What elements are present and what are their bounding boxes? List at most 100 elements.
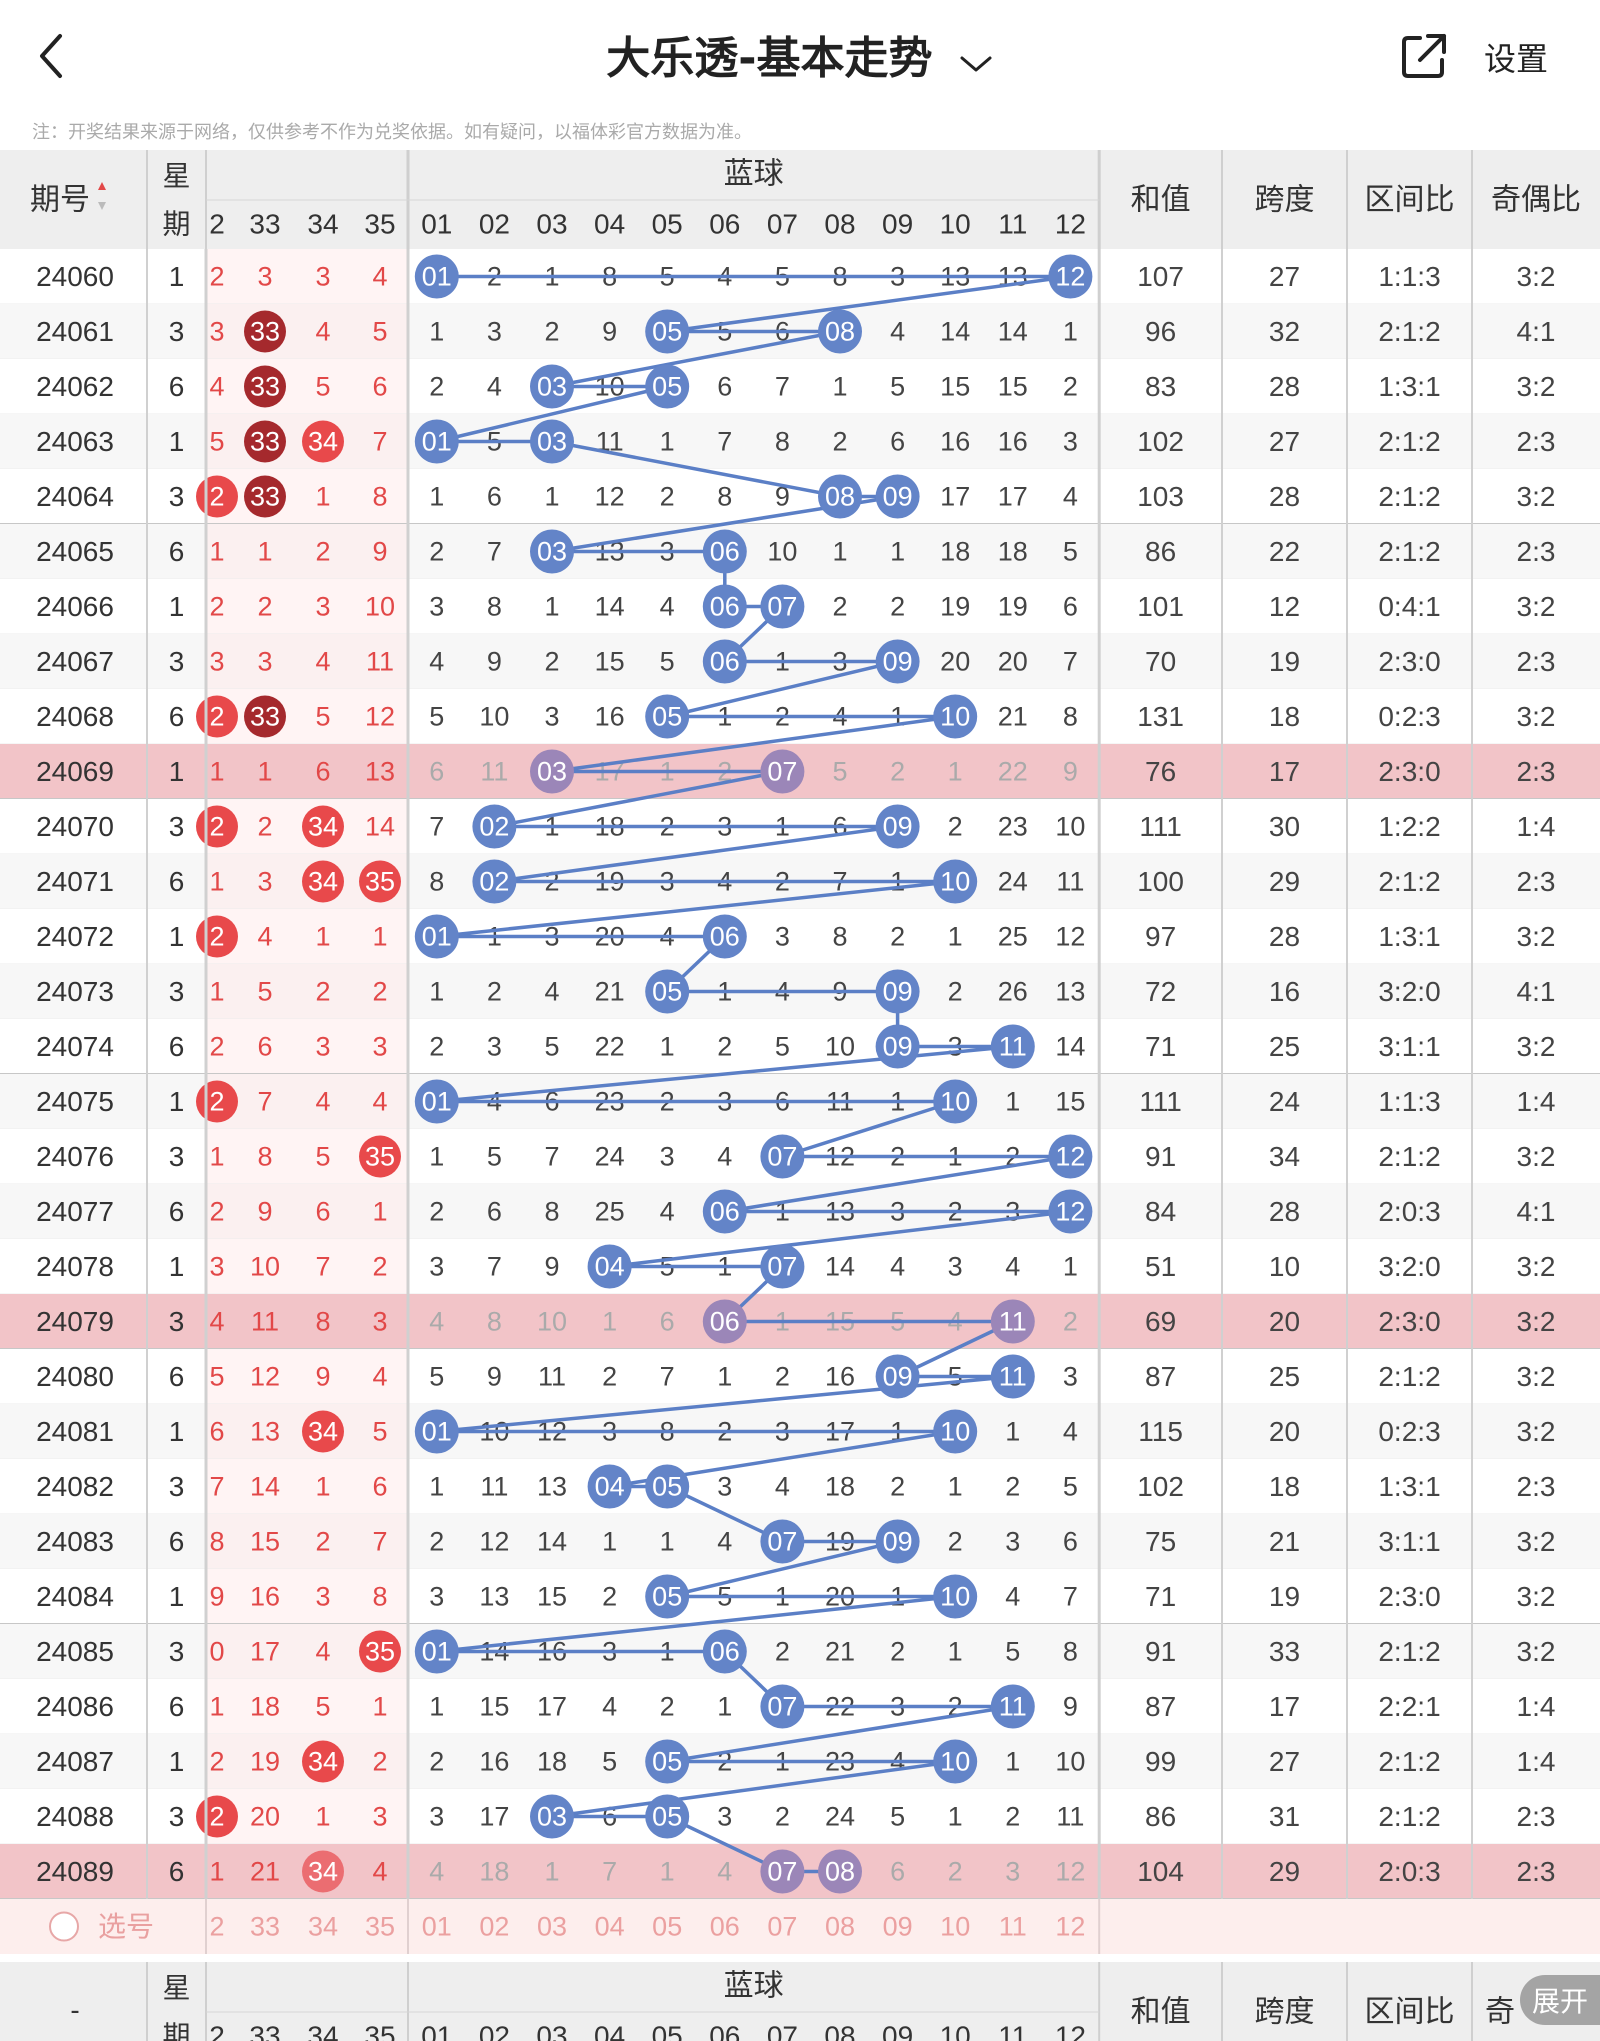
lottery-switch-dropdown[interactable] bbox=[958, 36, 994, 87]
blue-ball-number: 06 bbox=[710, 647, 740, 677]
front-miss-value: 2 bbox=[372, 1252, 387, 1282]
sum-value: 71 bbox=[1145, 1581, 1176, 1612]
odd-even-value: 2:3 bbox=[1517, 646, 1556, 677]
blue-miss-value: 5 bbox=[832, 757, 847, 787]
issue-number: 24065 bbox=[36, 536, 114, 567]
week-day: 1 bbox=[169, 1086, 185, 1117]
sum-value: 104 bbox=[1137, 1856, 1184, 1887]
front-ball bbox=[244, 310, 286, 353]
front-miss-value: 3 bbox=[209, 647, 224, 677]
front-miss-value: 8 bbox=[209, 1527, 224, 1557]
front-ball-number: 2 bbox=[209, 702, 224, 732]
table-row[interactable]: 24082 3 7 14 1 6 1 11 13 3 4 18 2 1 2 5 102 18 1:3:1 2:3 bbox=[0, 1459, 1600, 1515]
front-ball-number: 33 bbox=[250, 482, 280, 512]
front-zone-background bbox=[206, 689, 408, 744]
table-row[interactable]: 24074 6 2 6 3 3 2 3 5 22 1 2 5 10 3 14 71 25 3:1:1 3:2 bbox=[0, 1019, 1600, 1075]
front-zone-background bbox=[206, 249, 408, 304]
blue-ball: 03 bbox=[530, 529, 574, 574]
zone-ratio-value: 1:3:1 bbox=[1378, 921, 1440, 952]
front-miss-value: 11 bbox=[366, 647, 394, 677]
blue-ball-circle bbox=[702, 1299, 747, 1344]
zone-ratio-value: 0:4:1 bbox=[1378, 591, 1440, 622]
odd-even-value: 3:2 bbox=[1517, 1526, 1556, 1557]
front-miss-value: 7 bbox=[315, 1252, 330, 1282]
blue-miss-value: 7 bbox=[1063, 1582, 1078, 1612]
zone-ratio-value: 2:1:2 bbox=[1378, 316, 1440, 347]
blue-ball-circle bbox=[875, 804, 920, 849]
odd-even-value: 3:2 bbox=[1517, 1361, 1556, 1392]
odd-even-value: 1:4 bbox=[1517, 1691, 1556, 1722]
blue-ball-circle bbox=[587, 1464, 632, 1509]
week-day: 3 bbox=[169, 1801, 185, 1832]
sum-value: 102 bbox=[1137, 426, 1184, 457]
blue-ball-number: 04 bbox=[595, 1472, 625, 1502]
sum-value: 111 bbox=[1139, 811, 1182, 842]
span-value: 12 bbox=[1269, 591, 1300, 622]
blue-ball: 07 bbox=[760, 1519, 805, 1564]
blue-miss-value: 4 bbox=[890, 317, 905, 347]
sort-icon[interactable] bbox=[98, 182, 106, 210]
blue-miss-value: 1 bbox=[660, 1857, 675, 1887]
sum-value: 72 bbox=[1145, 976, 1176, 1007]
blue-miss-value: 21 bbox=[595, 977, 625, 1007]
blue-ball-number: 01 bbox=[422, 922, 452, 952]
table-row[interactable]: 24088 3 2 20 1 3 3 17 6 3 2 24 5 1 2 11 86 31 2:1:2 2:3 bbox=[0, 1789, 1600, 1845]
blue-ball: 11 bbox=[990, 1354, 1035, 1399]
header-blue-number: 06 bbox=[709, 209, 740, 240]
front-miss-value: 7 bbox=[372, 1527, 387, 1557]
span-value: 29 bbox=[1269, 866, 1300, 897]
header-front-number: 2 bbox=[209, 209, 225, 240]
blue-miss-value: 3 bbox=[948, 1252, 963, 1282]
blue-miss-value: 1 bbox=[429, 1472, 444, 1502]
select-front-number: 35 bbox=[365, 1912, 395, 1942]
front-miss-value: 7 bbox=[257, 1087, 272, 1117]
span-value: 33 bbox=[1269, 1636, 1300, 1667]
blue-miss-value: 16 bbox=[479, 1747, 509, 1777]
blue-ball-number: 07 bbox=[767, 1692, 797, 1722]
week-day: 6 bbox=[169, 1526, 185, 1557]
odd-even-value: 4:1 bbox=[1517, 1196, 1556, 1227]
table-row[interactable]: 24063 1 5 33 34 7 5 11 1 7 8 2 6 16 16 3 102 27 2:1:2 2:3 bbox=[0, 414, 1600, 470]
expand-button[interactable]: 展开 bbox=[1520, 1975, 1600, 2025]
blue-miss-value: 10 bbox=[479, 702, 509, 732]
blue-ball-circle bbox=[818, 309, 862, 354]
front-miss-value: 17 bbox=[250, 1637, 280, 1667]
blue-ball-circle bbox=[760, 1849, 805, 1894]
blue-miss-value: 5 bbox=[1005, 1637, 1020, 1667]
blue-miss-value: 3 bbox=[717, 1472, 732, 1502]
header-blue-number: 03 bbox=[536, 209, 567, 240]
front-zone-background bbox=[206, 1459, 408, 1514]
table-row[interactable]: 24080 6 5 12 9 4 5 9 11 2 7 1 2 16 5 3 87 25 2:1:2 3:2 bbox=[0, 1349, 1600, 1405]
blue-ball-circle bbox=[990, 1354, 1035, 1399]
table-row[interactable]: 24072 1 2 4 1 1 1 3 20 4 3 8 2 1 25 12 97 28 1:3:1 3:2 bbox=[0, 909, 1600, 965]
table-row[interactable]: 24062 6 4 33 5 6 2 4 10 6 7 1 5 15 15 2 83 28 1:3:1 3:2 bbox=[0, 359, 1600, 415]
blue-miss-value: 23 bbox=[998, 812, 1028, 842]
select-radio[interactable] bbox=[49, 1911, 79, 1942]
blue-miss-value: 18 bbox=[998, 537, 1028, 567]
zone-ratio-value: 2:3:0 bbox=[1378, 1581, 1440, 1612]
blue-ball: 09 bbox=[875, 1519, 920, 1564]
blue-miss-value: 13 bbox=[479, 1582, 509, 1612]
blue-miss-value: 17 bbox=[537, 1692, 567, 1722]
back-button[interactable] bbox=[28, 26, 76, 86]
table-row[interactable]: 24064 3 2 33 1 8 1 6 1 12 2 8 9 17 17 4 103 28 2:1:2 3:2 bbox=[0, 469, 1600, 525]
span-value: 28 bbox=[1269, 921, 1300, 952]
span-value: 20 bbox=[1269, 1416, 1300, 1447]
select-blue-number: 07 bbox=[767, 1912, 797, 1942]
front-miss-value: 9 bbox=[257, 1197, 272, 1227]
share-button[interactable] bbox=[1398, 30, 1450, 82]
blue-miss-value: 1 bbox=[602, 1527, 617, 1557]
sum-value: 51 bbox=[1145, 1251, 1176, 1282]
zone-ratio-value: 3:1:1 bbox=[1378, 1031, 1440, 1062]
settings-button[interactable]: 设置 bbox=[1484, 40, 1549, 78]
select-row[interactable]: 选号 2 33 34 35 01 02 03 04 05 06 07 08 09 10 11 12 bbox=[0, 1899, 1600, 1954]
issue-number: 24086 bbox=[36, 1691, 114, 1722]
blue-ball-number: 01 bbox=[422, 1637, 452, 1667]
blue-ball-number: 07 bbox=[767, 1252, 797, 1282]
blue-miss-value: 4 bbox=[429, 1307, 444, 1337]
table-row[interactable]: 24085 3 0 17 4 35 14 16 3 1 2 21 2 1 5 8 91 33 2:1:2 3:2 bbox=[0, 1624, 1600, 1680]
front-zone-background bbox=[206, 634, 408, 689]
table-row[interactable]: 24065 6 1 1 2 9 2 7 13 3 10 1 1 18 18 5 86 22 2:1:2 2:3 bbox=[0, 524, 1600, 580]
front-miss-value: 3 bbox=[315, 592, 330, 622]
blue-ball: 05 bbox=[645, 1794, 690, 1839]
